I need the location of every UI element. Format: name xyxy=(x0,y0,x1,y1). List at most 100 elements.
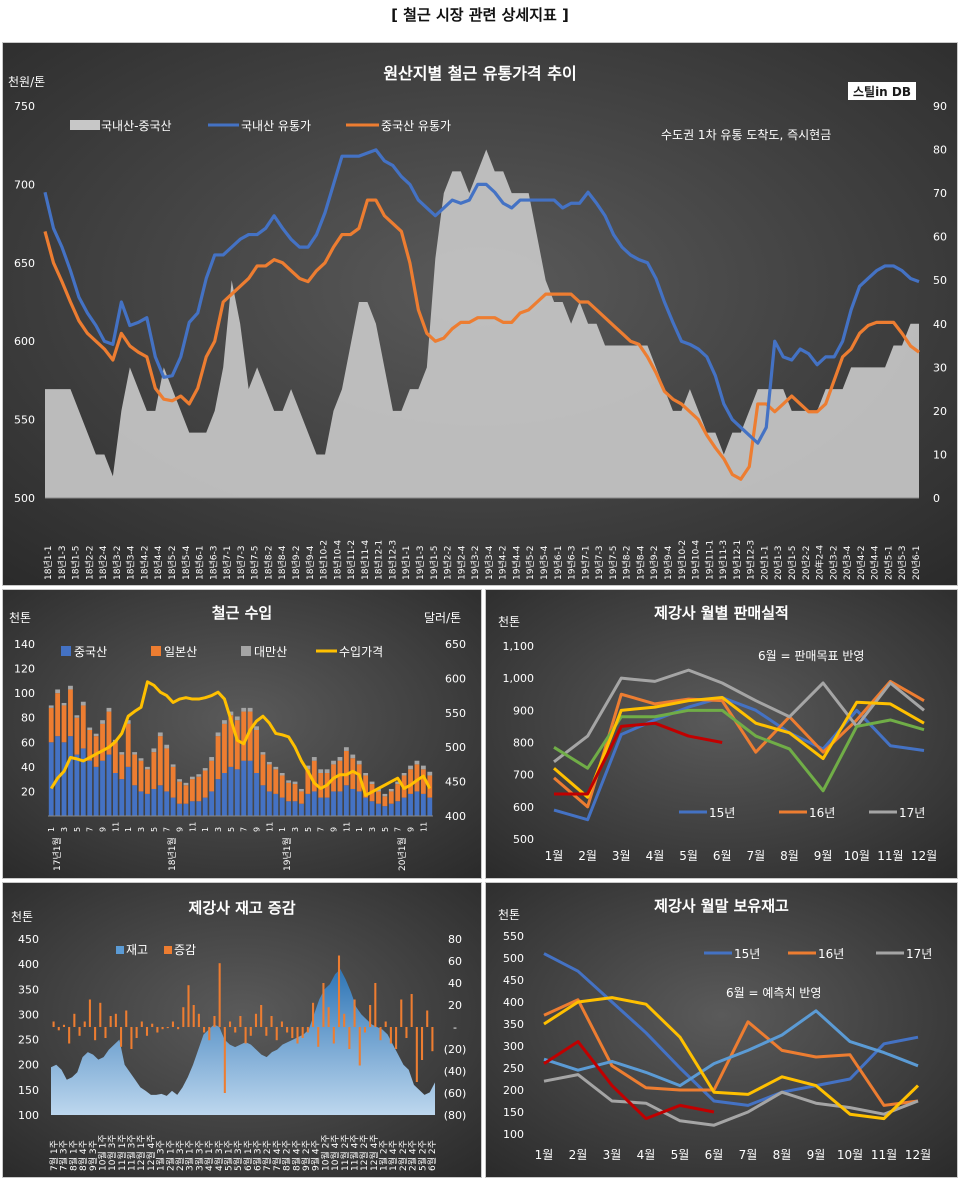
bar-taiwan xyxy=(202,768,208,771)
bar-taiwan xyxy=(401,773,407,776)
bar-china xyxy=(189,801,195,816)
series-line-17년 xyxy=(543,1073,919,1127)
bar-taiwan xyxy=(189,776,195,780)
bar-japan xyxy=(100,723,105,761)
bar-change xyxy=(182,1007,185,1027)
x-tick-label: 18년5-4 xyxy=(181,545,192,580)
bar-taiwan xyxy=(241,707,247,712)
bar-change xyxy=(104,1027,107,1038)
x-tick-label: 7월 1주 xyxy=(48,1140,60,1171)
x-tick-label: 12월 xyxy=(905,1148,931,1162)
bar-taiwan xyxy=(356,760,362,765)
x-tick-label: 18년10-2 xyxy=(319,540,330,580)
x-tick-label: 2월 1주 xyxy=(164,1140,176,1171)
x-small-tick-label: 3 xyxy=(291,827,300,832)
bar-taiwan xyxy=(331,760,336,765)
x-tick-label: 1월 2주 xyxy=(378,1140,390,1171)
bar-japan xyxy=(350,758,356,789)
bar-japan xyxy=(87,730,93,761)
bar-china xyxy=(401,797,407,816)
y-right-tick-label: 10 xyxy=(933,448,947,461)
x-tick-label: 8월 4주 xyxy=(77,1140,89,1171)
bar-taiwan xyxy=(48,705,54,708)
x-tick-label: 18년9-4 xyxy=(305,545,316,580)
x-tick-label: 2월 2주 xyxy=(397,1140,409,1171)
legend-label: 중국산 xyxy=(74,645,107,659)
y-right-tick-label: - xyxy=(453,1021,457,1034)
chart-title: 제강사 월말 보유재고 xyxy=(654,897,789,915)
bar-taiwan xyxy=(209,757,215,761)
x-tick-label: 8월 1주 xyxy=(67,1140,79,1171)
bar-japan xyxy=(119,754,125,780)
bar-japan xyxy=(93,736,99,767)
x-tick-label: 18년4-4 xyxy=(153,545,164,580)
bar-taiwan xyxy=(324,769,330,773)
x-tick-label: 18년1-5 xyxy=(71,546,82,580)
y-left-tick-label: 700 xyxy=(14,178,35,191)
x-tick-label: 1월 xyxy=(535,1148,554,1162)
page-title: [ 철근 시장 관련 상세지표 ] xyxy=(391,6,569,24)
bar-change xyxy=(280,1021,283,1027)
bar-taiwan xyxy=(420,765,426,770)
x-tick-label: 11월 xyxy=(871,1148,897,1162)
bar-taiwan xyxy=(196,774,202,777)
x-small-tick-label: 1 xyxy=(201,827,210,832)
bar-china xyxy=(202,797,208,816)
x-tick-label: 10월 4주 xyxy=(329,1134,341,1171)
series-line-16년 xyxy=(553,679,925,809)
x-tick-label: 18년11-2 xyxy=(346,540,357,580)
legend-label: 국내산 유통가 xyxy=(241,119,311,133)
bar-change xyxy=(317,1027,320,1047)
y-tick-label: 450 xyxy=(503,974,524,987)
y-right-tick-label: (20) xyxy=(444,1043,467,1056)
bar-china xyxy=(408,793,413,816)
bar-china xyxy=(87,760,93,816)
legend-swatch xyxy=(151,646,161,656)
bar-taiwan xyxy=(157,732,163,737)
bar-china xyxy=(138,791,144,816)
bar-china xyxy=(170,797,176,816)
inventory-change-chart-panel: 제강사 재고 증감 천톤 100 150 200 250 300 350 400 450 (80) (… xyxy=(2,882,482,1178)
x-tick-label: 3월 xyxy=(612,849,631,863)
y-right-tick-label: 90 xyxy=(933,100,947,113)
bar-taiwan xyxy=(254,726,259,730)
bar-taiwan xyxy=(93,733,99,737)
bar-change xyxy=(187,985,190,1027)
series-line-china-price xyxy=(43,198,920,481)
legend-label: 증감 xyxy=(174,943,196,957)
legend-swatch-area xyxy=(70,120,100,130)
bar-japan xyxy=(234,720,240,770)
y-axis-unit-label: 천톤 xyxy=(498,907,520,922)
y-left-tick-label: 300 xyxy=(18,1008,39,1021)
x-tick-label: 5월 2주 xyxy=(416,1140,428,1171)
bar-change xyxy=(270,1016,273,1027)
bar-change xyxy=(420,1027,424,1060)
x-tick-label: 18년7-1 xyxy=(222,546,233,580)
legend-label: 17년 xyxy=(899,806,925,820)
bar-taiwan xyxy=(363,773,369,776)
bar-japan xyxy=(106,711,112,755)
x-small-tick-label: 3 xyxy=(60,827,69,832)
bar-change xyxy=(114,1013,117,1027)
x-tick-label: 6월 xyxy=(713,849,732,863)
x-tick-label: 7월 4주 xyxy=(271,1140,283,1171)
bar-taiwan xyxy=(279,773,285,776)
legend-label: 15년 xyxy=(734,947,760,961)
bar-change xyxy=(426,1010,429,1027)
bar-china xyxy=(151,788,157,816)
bar-china xyxy=(196,801,202,816)
bar-change xyxy=(296,1027,299,1044)
x-small-tick-label: 7 xyxy=(86,827,95,832)
x-tick-label: 6월 xyxy=(705,1148,724,1162)
bar-china xyxy=(247,760,253,816)
bar-japan xyxy=(112,742,118,773)
bar-china xyxy=(311,791,317,816)
y-tick-label: 200 xyxy=(503,1084,524,1097)
x-small-tick-label: 7 xyxy=(394,827,403,832)
x-tick-label: 20년3-2 xyxy=(828,546,839,580)
x-small-tick-label: 7 xyxy=(163,827,172,832)
bar-taiwan xyxy=(68,685,73,690)
bar-china xyxy=(376,803,381,816)
y-left-tick-label: 150 xyxy=(18,1084,39,1097)
